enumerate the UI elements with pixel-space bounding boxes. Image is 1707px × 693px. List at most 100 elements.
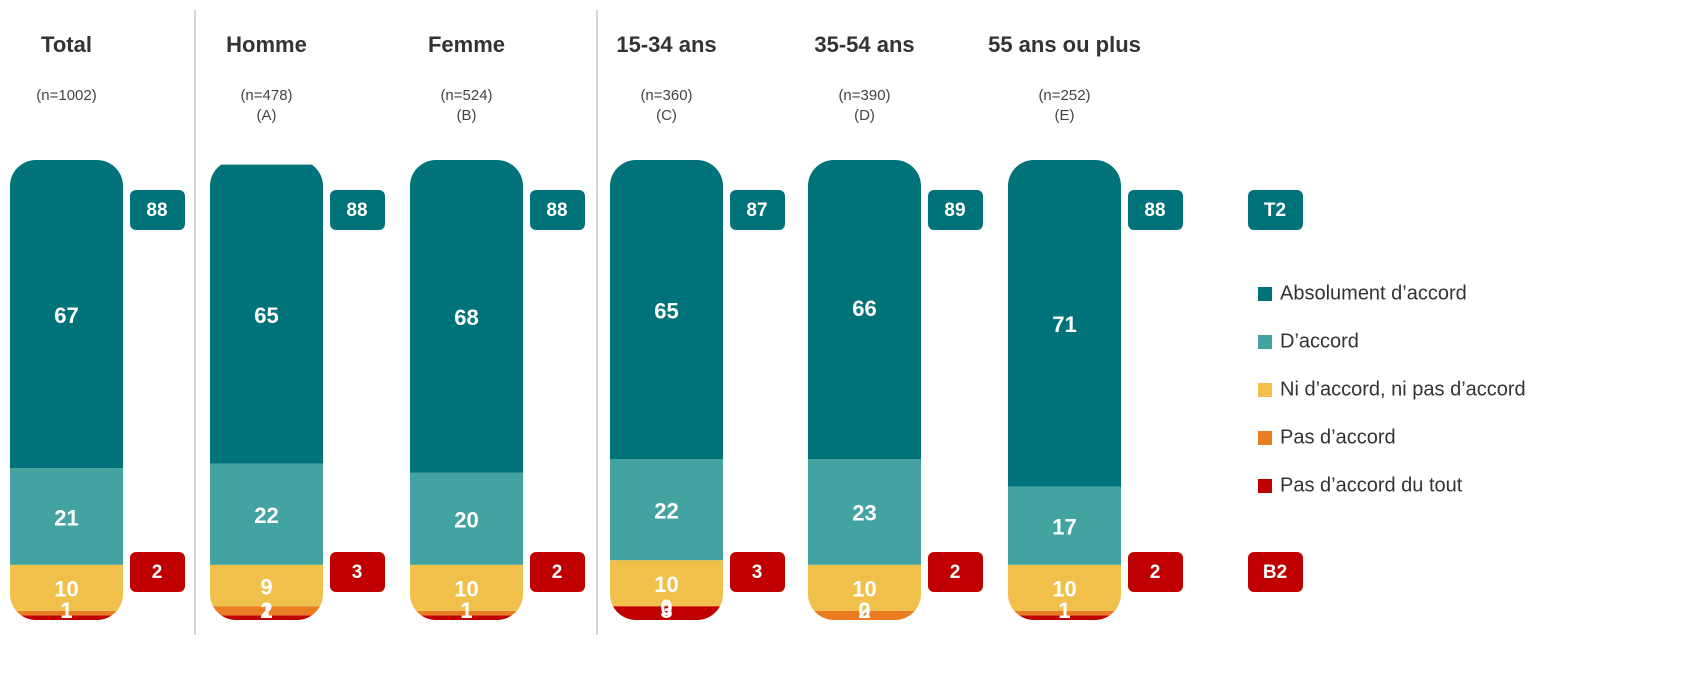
net-box [928, 190, 983, 230]
value-label: 68 [454, 305, 478, 330]
net-label: 88 [146, 200, 167, 221]
value-label: 22 [254, 503, 278, 528]
bar-segment [808, 459, 921, 565]
bar-segment [610, 160, 723, 459]
bar-segment [610, 606, 723, 620]
value-label: 20 [454, 508, 478, 533]
net-box [130, 552, 185, 592]
sample-size: (n=390) [838, 87, 890, 104]
net-label: 88 [546, 200, 567, 221]
net-label: 88 [346, 200, 367, 221]
net-label: 3 [752, 562, 763, 583]
value-label: 1 [60, 598, 72, 623]
bar-segment [610, 459, 723, 561]
net-box [730, 190, 785, 230]
legend-swatch [1258, 383, 1272, 397]
bar-segment [410, 564, 523, 611]
group-letter: (D) [854, 107, 875, 124]
group-header: Homme [226, 32, 307, 57]
bar-segment [1008, 610, 1121, 616]
value-label: 1 [1058, 598, 1070, 623]
bar-segment [10, 160, 123, 469]
sample-size: (n=360) [640, 87, 692, 104]
net-box [530, 190, 585, 230]
value-label: 67 [54, 303, 78, 328]
sample-size: (n=252) [1038, 87, 1090, 104]
net-box [330, 190, 385, 230]
net-label: 2 [950, 562, 961, 583]
value-label: 10 [454, 577, 478, 602]
legend-label: Ni d’accord, ni pas d’accord [1280, 378, 1526, 400]
value-label: 17 [1052, 515, 1076, 540]
value-label: 10 [54, 577, 78, 602]
bar-segment [10, 615, 123, 620]
value-label: 10 [654, 572, 678, 597]
bar-group [808, 160, 921, 620]
value-label: 2 [858, 598, 870, 623]
value-label: 9 [260, 574, 272, 599]
net-label: 2 [1150, 562, 1161, 583]
value-label: 1 [1058, 598, 1070, 623]
group-header: 55 ans ou plus [988, 32, 1141, 57]
value-label: 1 [460, 598, 472, 623]
bar-segment [10, 468, 123, 565]
value-label: 22 [654, 498, 678, 523]
net-box [1128, 190, 1183, 230]
net-label: 2 [552, 562, 563, 583]
net-label: 87 [746, 200, 767, 221]
net-box [330, 552, 385, 592]
bar-segment [410, 615, 523, 620]
net-label: 89 [944, 200, 965, 221]
group-letter: (C) [656, 107, 677, 124]
group-letter: (B) [457, 107, 477, 124]
net-label: 3 [352, 562, 363, 583]
group-letter: (A) [257, 107, 277, 124]
sample-size: (n=1002) [36, 87, 96, 104]
value-label: 1 [260, 598, 272, 623]
bar-segment [210, 164, 323, 464]
bar-segment [210, 606, 323, 616]
bar-segment [410, 160, 523, 473]
sample-size: (n=478) [240, 87, 292, 104]
bar-segment [10, 610, 123, 616]
legend-label: Pas d’accord du tout [1280, 474, 1463, 496]
legend-swatch [1258, 287, 1272, 301]
bar-segment [808, 610, 921, 620]
net-key-box [1248, 552, 1303, 592]
bar-segment [410, 472, 523, 565]
net-label: 88 [1144, 200, 1165, 221]
legend-label: Pas d’accord [1280, 426, 1396, 448]
net-key-box [1248, 190, 1303, 230]
bar-segment [1008, 615, 1121, 620]
net-box [730, 552, 785, 592]
value-label: 2 [260, 598, 272, 623]
net-key: T2 [1264, 200, 1286, 221]
bar-segment [808, 564, 921, 611]
group-header: 35-54 ans [814, 32, 914, 57]
value-label: 65 [654, 298, 678, 323]
group-letter: (E) [1055, 107, 1075, 124]
net-box [530, 552, 585, 592]
bar-segment [210, 463, 323, 565]
bar-group [210, 164, 323, 620]
group-header: Total [41, 32, 92, 57]
value-label: 0 [660, 595, 672, 620]
bar-segment [610, 560, 723, 607]
value-label: 1 [460, 598, 472, 623]
bar-group [1008, 160, 1121, 620]
bar-segment [410, 610, 523, 616]
value-label: 71 [1052, 312, 1076, 337]
bar-segment [10, 564, 123, 611]
group-header: Femme [428, 32, 505, 57]
legend-label: Absolument d’accord [1280, 282, 1467, 304]
bar-segment [1008, 160, 1121, 487]
legend-swatch [1258, 431, 1272, 445]
bar-segment [1008, 486, 1121, 565]
bar-segment [210, 564, 323, 607]
bar-segment [808, 160, 921, 459]
net-label: 2 [152, 562, 163, 583]
bar-group [410, 160, 523, 620]
group-header: 15-34 ans [616, 32, 716, 57]
net-key: B2 [1263, 562, 1287, 583]
